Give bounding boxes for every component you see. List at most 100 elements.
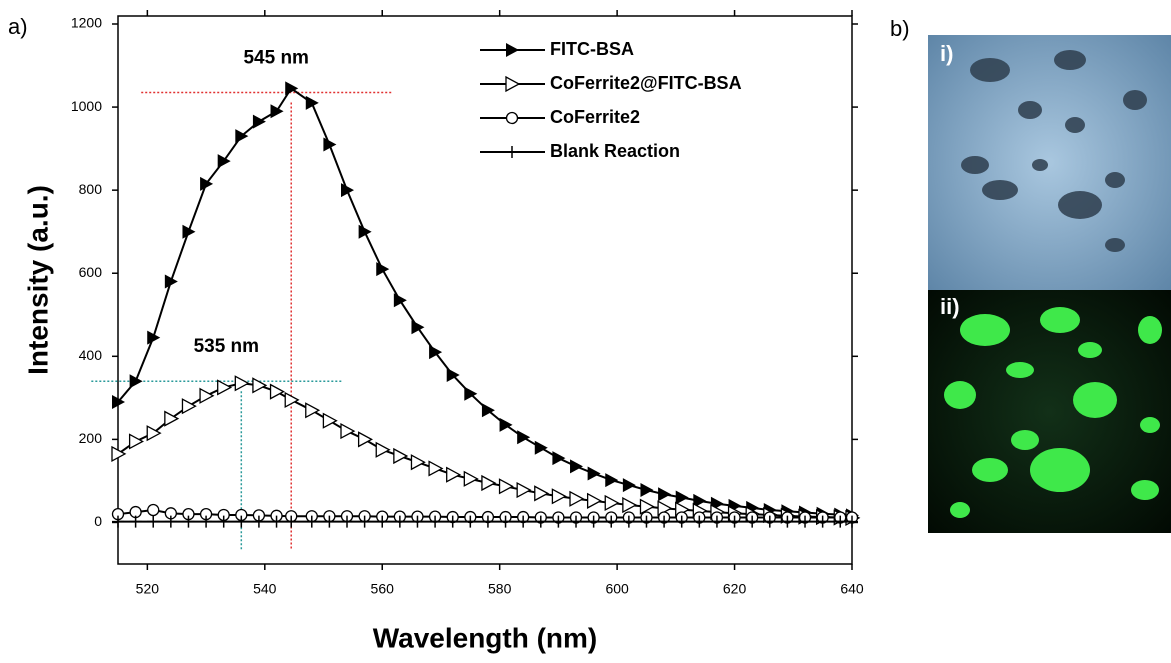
marker — [199, 387, 215, 404]
marker — [164, 274, 178, 289]
y-tick-label: 400 — [79, 347, 103, 363]
marker — [622, 515, 635, 528]
x-tick-label: 620 — [723, 581, 747, 597]
marker — [129, 374, 143, 389]
marker — [147, 330, 161, 345]
marker — [587, 515, 600, 528]
marker — [375, 441, 391, 458]
marker — [429, 515, 442, 528]
marker — [816, 515, 829, 528]
plot-area: 0 200 400 600 800 1000 1200 520 540 560 580 600 620 6… — [71, 10, 864, 597]
marker — [464, 515, 477, 528]
marker — [517, 430, 531, 445]
marker — [551, 488, 567, 505]
x-axis-label: Wavelength (nm) — [373, 622, 598, 653]
marker — [164, 410, 180, 427]
marker — [305, 402, 321, 419]
series-line — [117, 382, 853, 519]
marker — [428, 460, 444, 477]
marker — [269, 383, 285, 400]
marker — [710, 515, 723, 528]
marker — [323, 515, 336, 528]
y-tick-label: 200 — [79, 430, 103, 446]
marker — [675, 490, 689, 505]
marker — [693, 493, 707, 508]
panel-label: b) — [890, 16, 910, 41]
marker — [605, 473, 619, 488]
marker — [446, 466, 462, 483]
marker — [305, 95, 319, 110]
marker — [235, 515, 248, 528]
legend-marker — [505, 75, 521, 93]
marker — [164, 515, 177, 528]
marker — [517, 515, 530, 528]
x-tick-label: 560 — [371, 581, 395, 597]
marker — [781, 515, 794, 528]
marker — [605, 515, 618, 528]
marker — [358, 224, 372, 239]
marker — [534, 440, 548, 455]
marker — [481, 515, 494, 528]
marker — [640, 483, 654, 498]
marker — [217, 515, 230, 528]
x-tick-label: 540 — [253, 581, 277, 597]
marker — [393, 293, 407, 308]
y-tick-label: 0 — [94, 513, 102, 529]
x-tick-label: 520 — [136, 581, 160, 597]
marker — [552, 515, 565, 528]
marker — [112, 395, 125, 409]
legend-marker — [506, 43, 519, 57]
marker — [200, 176, 214, 191]
marker — [270, 515, 283, 528]
marker — [129, 515, 142, 528]
marker — [341, 183, 355, 198]
marker — [252, 114, 266, 129]
marker — [411, 320, 425, 335]
y-axis-label: Intensity (a.u.) — [22, 185, 53, 375]
marker — [235, 129, 249, 144]
plot-frame — [117, 15, 853, 565]
micrograph-panel: b) i) ii) — [890, 16, 1171, 533]
marker — [587, 466, 601, 481]
legend-label: CoFerrite2 — [550, 107, 640, 127]
marker — [252, 515, 265, 528]
marker — [270, 104, 284, 119]
marker — [411, 515, 424, 528]
marker — [481, 474, 497, 492]
x-tick-label: 640 — [840, 581, 864, 597]
marker — [146, 425, 162, 442]
marker — [322, 412, 338, 429]
fluorescent-particles — [944, 307, 1162, 518]
marker — [570, 515, 583, 528]
y-tick-label: 800 — [79, 181, 103, 197]
marker — [285, 81, 299, 96]
marker — [463, 470, 479, 487]
marker — [675, 515, 688, 528]
image-label: ii) — [940, 294, 960, 319]
marker — [182, 515, 195, 528]
marker — [516, 481, 532, 499]
marker — [658, 515, 671, 528]
marker — [410, 454, 426, 471]
y-tick-label: 600 — [79, 264, 103, 280]
legend-label: FITC-BSA — [550, 39, 634, 59]
marker — [499, 515, 512, 528]
marker — [305, 515, 318, 528]
peak-annotation: 535 nm — [194, 336, 259, 357]
marker — [481, 403, 495, 418]
marker — [357, 431, 373, 448]
marker — [746, 515, 759, 528]
marker — [640, 515, 653, 528]
marker — [393, 447, 409, 465]
image-label: i) — [940, 41, 953, 66]
marker — [763, 515, 776, 528]
marker — [128, 433, 144, 450]
peak-annotation: 545 nm — [243, 48, 308, 69]
marker — [464, 386, 478, 401]
marker — [323, 137, 337, 152]
panel-label: a) — [8, 14, 28, 39]
marker — [639, 498, 655, 515]
marker — [376, 262, 390, 277]
particles — [961, 50, 1147, 252]
